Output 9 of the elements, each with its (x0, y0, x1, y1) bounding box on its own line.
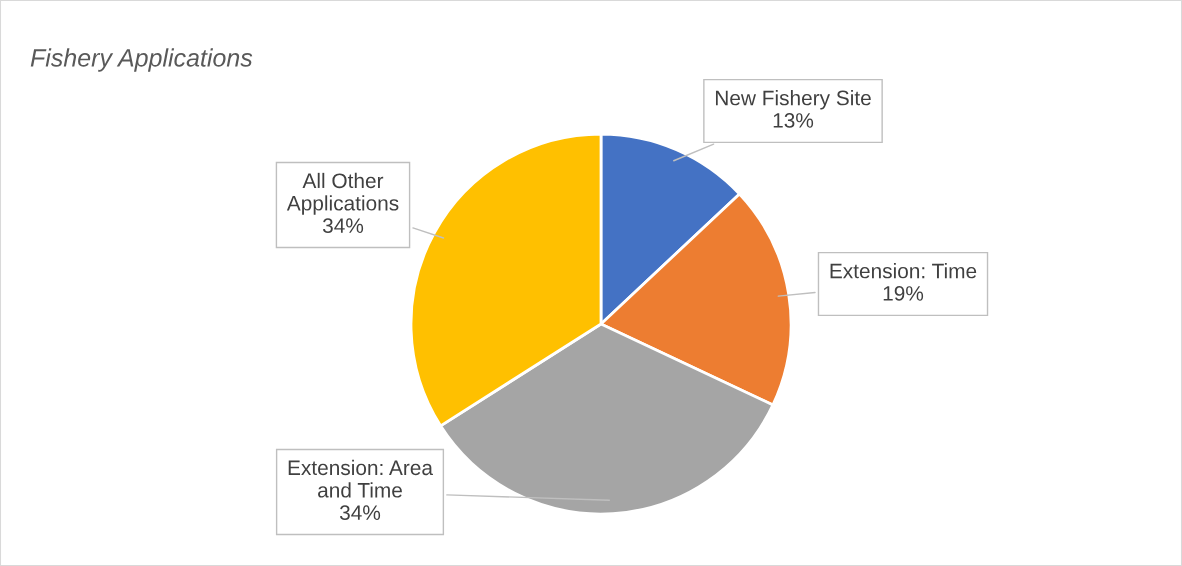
chart-title: Fishery Applications (30, 48, 253, 72)
data-label: 34% (322, 218, 364, 234)
data-label: 34% (339, 505, 381, 521)
slice-label: All Other Applications (286, 172, 399, 215)
slice-label: New Fishery Site (715, 90, 871, 110)
data-label: 13% (773, 113, 814, 128)
slice-label: Extension: Time (830, 263, 977, 279)
slice-label: Extension: Area and Time (288, 459, 433, 498)
data-label: 19% (883, 286, 924, 301)
